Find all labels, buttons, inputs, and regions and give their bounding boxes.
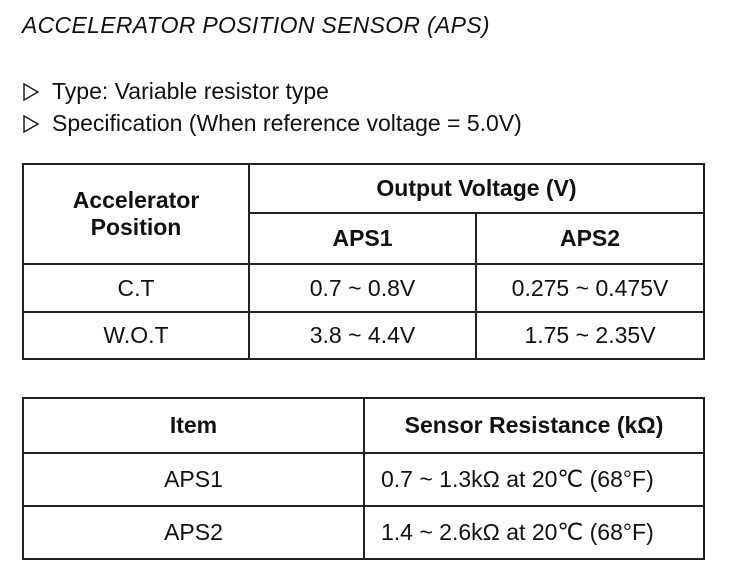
bullet-text: Type: Variable resistor type: [52, 78, 329, 104]
cell: 0.7 ~ 1.3kΩ at 20℃ (68°F): [363, 452, 705, 507]
bullet-text: Specification (When reference voltage = …: [52, 110, 522, 136]
bullet: Specification (When reference voltage = …: [22, 110, 522, 137]
header-cell: Output Voltage (V): [247, 163, 706, 214]
header-cell: APS1: [248, 212, 477, 265]
bullet-icon: [23, 82, 40, 101]
header-cell: Item: [22, 397, 365, 454]
voltage-table: Accelerator Position Output Voltage (V) …: [22, 163, 706, 360]
cell: 0.275 ~ 0.475V: [474, 263, 706, 313]
header-cell: Accelerator Position: [22, 163, 250, 265]
cell: 0.7 ~ 0.8V: [248, 263, 477, 313]
title: ACCELERATOR POSITION SENSOR (APS): [22, 12, 490, 38]
cell: APS1: [22, 452, 365, 507]
cell: C.T: [22, 263, 250, 313]
cell: 1.4 ~ 2.6kΩ at 20℃ (68°F): [363, 505, 705, 560]
resistance-table: Item Sensor Resistance (kΩ) APS1 0.7 ~ 1…: [22, 397, 705, 560]
bullet: Type: Variable resistor type: [22, 78, 329, 105]
cell: 3.8 ~ 4.4V: [248, 311, 477, 360]
cell: W.O.T: [22, 311, 250, 360]
cell: 1.75 ~ 2.35V: [474, 311, 706, 360]
header-cell: Sensor Resistance (kΩ): [363, 397, 705, 454]
cell: APS2: [22, 505, 365, 560]
bullet-icon: [23, 114, 40, 133]
header-cell: APS2: [474, 212, 706, 265]
